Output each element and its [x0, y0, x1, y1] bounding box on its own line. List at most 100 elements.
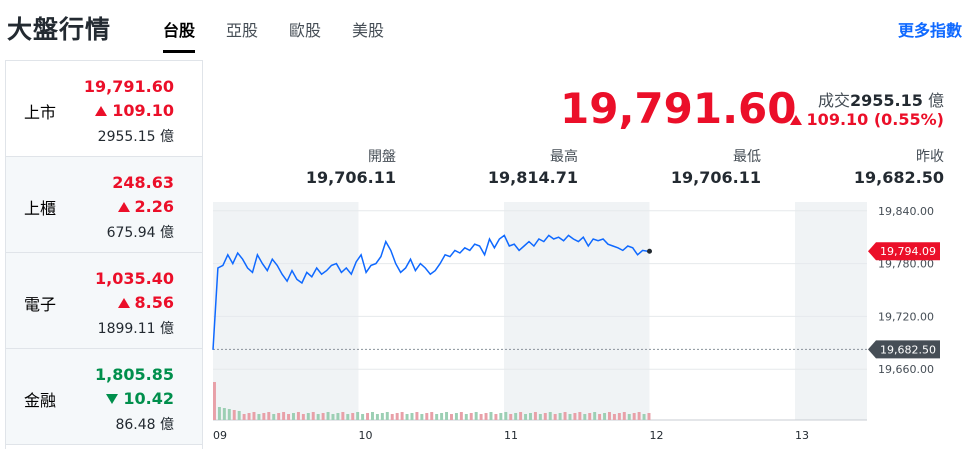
volume-bar — [237, 411, 241, 420]
volume-bar — [469, 413, 473, 420]
volume-bar — [588, 413, 592, 420]
volume-bar — [292, 413, 295, 420]
volume-bar — [637, 412, 641, 420]
triangle-up-icon — [789, 115, 802, 125]
volume-bar — [321, 413, 325, 420]
volume-bar — [627, 414, 631, 420]
index-price: 19,791.60 — [83, 77, 174, 96]
volume-bar — [558, 413, 562, 420]
more-indices-link[interactable]: 更多指數 — [898, 21, 962, 40]
tab-us[interactable]: 美股 — [352, 21, 385, 40]
reference-price-label: 19,682.50 — [880, 343, 936, 356]
volume-bar — [494, 414, 498, 420]
volume-bar — [296, 412, 300, 420]
sidebar-item-electronics[interactable]: 電子 1,035.40 8.56 1899.11 億 — [6, 253, 202, 349]
chart-band — [213, 202, 359, 420]
volume-bar — [287, 414, 291, 420]
stat-open: 開盤 19,706.11 — [305, 149, 396, 187]
chart-band — [504, 202, 650, 420]
volume-bar — [277, 413, 281, 420]
volume-bar — [608, 412, 611, 420]
index-price: 1,805.85 — [95, 365, 174, 384]
last-point — [647, 248, 652, 254]
volume-bar — [593, 412, 597, 420]
volume-bar — [647, 413, 651, 420]
volume-bar — [632, 413, 636, 420]
index-price: 248.63 — [112, 173, 174, 192]
x-tick-label: 10 — [359, 429, 373, 442]
volume-bar — [548, 412, 552, 420]
triangle-down-icon — [106, 394, 119, 404]
volume-bar — [489, 412, 493, 420]
volume-bar — [445, 412, 449, 420]
volume-bar — [568, 414, 572, 420]
volume-bar — [415, 412, 419, 420]
volume-bar — [331, 414, 335, 420]
volume-bar — [336, 413, 340, 420]
volume-bar — [538, 414, 542, 420]
volume-bar — [252, 412, 256, 420]
volume-bar — [519, 412, 523, 420]
volume-bar — [385, 412, 389, 420]
tab-tw[interactable]: 台股 — [163, 17, 196, 53]
volume-bar — [553, 414, 557, 420]
tab-europe[interactable]: 歐股 — [289, 21, 322, 40]
volume-bar — [346, 414, 350, 420]
volume-bar — [390, 414, 394, 420]
volume-bar — [573, 413, 577, 420]
x-tick-label: 12 — [650, 429, 664, 442]
volume-bar — [242, 414, 246, 420]
reference-price-tag — [868, 340, 940, 359]
volume-bar — [578, 412, 582, 420]
volume-bar — [612, 414, 616, 420]
index-volume: 2955.15 億 — [97, 129, 174, 145]
sidebar-item-finance[interactable]: 金融 1,805.85 10.42 86.48 億 — [6, 349, 202, 445]
y-tick-label: 19,720.00 — [878, 310, 934, 323]
index-name: 上市 — [24, 103, 57, 122]
y-tick-label: 19,660.00 — [878, 363, 934, 376]
tab-asia[interactable]: 亞股 — [226, 21, 259, 40]
volume-bar — [351, 413, 355, 420]
volume-bar — [603, 413, 607, 420]
volume-bar — [371, 412, 374, 420]
volume-bar — [425, 413, 429, 420]
index-name: 上櫃 — [24, 199, 57, 218]
sidebar-item-otc[interactable]: 上櫃 248.63 2.26 675.94 億 — [6, 157, 202, 253]
volume-bar — [583, 414, 587, 420]
index-change: 2.26 — [117, 197, 174, 216]
volume-bar — [529, 413, 532, 420]
sidebar-item-listed[interactable]: 上市 19,791.60 109.10 2955.15 億 — [6, 61, 202, 157]
volume-bar — [222, 408, 226, 420]
index-price: 1,035.40 — [95, 269, 174, 288]
volume-bar — [375, 414, 379, 420]
volume-bar — [642, 414, 646, 420]
stat-prev-close: 昨收 19,682.50 — [853, 149, 944, 187]
volume-bar — [301, 414, 305, 420]
stat-high: 最高 19,814.71 — [487, 149, 578, 187]
price-line — [212, 234, 648, 350]
volume-bar — [380, 413, 384, 420]
index-volume: 1899.11 億 — [97, 321, 174, 337]
index-change: 8.56 — [117, 293, 174, 312]
volume-bar — [282, 412, 286, 420]
trade-volume: 成交2955.15 億 — [818, 91, 944, 110]
volume-bar — [459, 412, 463, 420]
volume-bar — [410, 413, 414, 420]
volume-bar — [213, 382, 216, 420]
volume-bar — [405, 414, 409, 420]
price-change: 109.10 (0.55%) — [789, 110, 944, 129]
current-price-tag — [868, 242, 940, 261]
volume-bar — [514, 413, 518, 420]
x-tick-label: 09 — [213, 429, 227, 442]
triangle-up-icon — [95, 106, 108, 116]
triangle-up-icon — [117, 202, 130, 212]
stat-low: 最低 19,706.11 — [670, 149, 761, 187]
volume-bar — [479, 414, 483, 420]
triangle-up-icon — [117, 298, 130, 308]
volume-bar — [524, 414, 528, 420]
index-change: 109.10 — [95, 101, 174, 120]
volume-bar — [232, 410, 236, 420]
volume-bar — [420, 414, 424, 420]
current-price-label: 19,794.09 — [880, 245, 936, 258]
